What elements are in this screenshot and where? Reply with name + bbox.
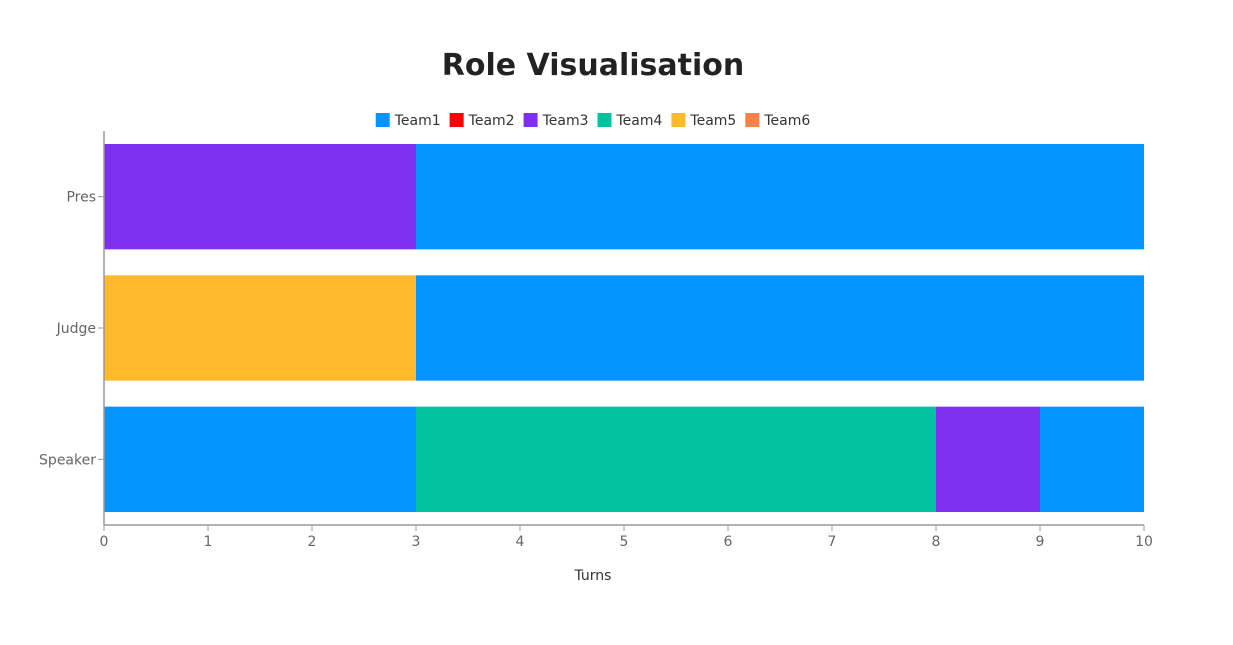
legend-swatch <box>375 113 390 127</box>
y-tick-label-pres: Pres <box>66 190 96 206</box>
x-tick-label: 7 <box>828 534 837 550</box>
legend-label: Team5 <box>689 113 736 129</box>
legend: Team1 Team2 Team3 Team4 Team5 Team6 <box>375 113 810 129</box>
x-tick-label: 10 <box>1135 534 1153 550</box>
x-tick-label: 8 <box>932 534 941 550</box>
bars-group <box>104 144 1144 512</box>
x-tick-label: 3 <box>412 534 421 550</box>
y-tick-label-judge: Judge <box>56 321 96 337</box>
legend-item-team5: Team5 <box>671 113 736 129</box>
legend-item-team4: Team4 <box>597 113 663 129</box>
bar-segment-speaker-team4 <box>416 406 936 512</box>
legend-swatch <box>745 113 760 127</box>
bar-segment-speaker-team3 <box>936 406 1040 512</box>
bar-segment-pres-team1 <box>416 144 1144 250</box>
x-tick-label: 5 <box>620 534 629 550</box>
x-tick-label: 0 <box>100 534 109 550</box>
y-tick-label-speaker: Speaker <box>39 452 96 468</box>
x-tick-label: 1 <box>204 534 213 550</box>
x-axis-title: Turns <box>574 568 612 584</box>
bar-segment-pres-team3 <box>104 144 416 250</box>
x-tick-label: 9 <box>1036 534 1045 550</box>
bar-segment-judge-team5 <box>104 275 416 381</box>
legend-label: Team3 <box>542 113 589 129</box>
legend-swatch <box>523 113 538 127</box>
legend-swatch <box>449 113 464 127</box>
bar-segment-speaker-team1 <box>1040 406 1144 512</box>
legend-label: Team4 <box>616 113 663 129</box>
legend-swatch <box>671 113 686 127</box>
bar-segment-judge-team1 <box>416 275 1144 381</box>
x-tick-label: 6 <box>724 534 733 550</box>
legend-label: Team6 <box>763 113 810 129</box>
legend-item-team2: Team2 <box>449 113 515 129</box>
legend-label: Team2 <box>468 113 515 129</box>
x-tick-label: 4 <box>516 534 525 550</box>
legend-swatch <box>597 113 612 127</box>
x-tick-label: 2 <box>308 534 317 550</box>
chart-title: Role Visualisation <box>442 48 744 83</box>
legend-item-team3: Team3 <box>523 113 589 129</box>
axes-group: Pres Judge Speaker 0 1 2 3 4 5 6 7 8 9 10 <box>39 131 1153 550</box>
bar-segment-speaker-team1 <box>104 406 416 512</box>
legend-item-team1: Team1 <box>375 113 441 129</box>
legend-label: Team1 <box>394 113 441 129</box>
legend-item-team6: Team6 <box>745 113 810 129</box>
